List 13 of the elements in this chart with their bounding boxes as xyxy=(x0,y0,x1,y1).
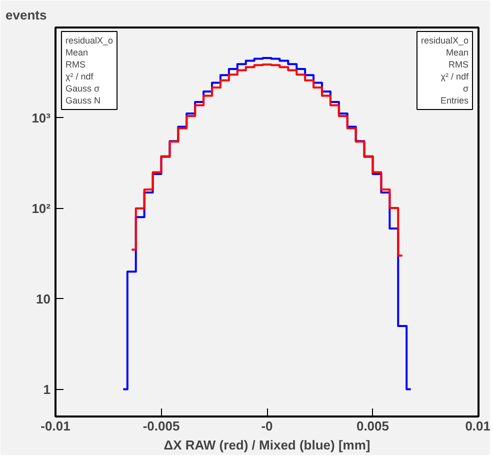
y-tick-label: 10³ xyxy=(32,110,52,126)
x-tick-label: -0 xyxy=(261,418,273,434)
y-axis-title: events xyxy=(6,8,47,22)
annotation: residualX_o Mean RMS χ² / ndf Gauss σ Gauss N xyxy=(66,36,114,106)
x-tick-label: 0.01 xyxy=(465,418,491,434)
x-tick-label: 0.005 xyxy=(356,418,390,434)
x-axis-title: ΔX RAW (red) / Mixed (blue) [mm] xyxy=(164,438,370,452)
x-tick-label: -0.005 xyxy=(142,418,180,434)
y-tick-label: 1 xyxy=(43,382,51,397)
x-tick-label: -0.01 xyxy=(40,418,70,434)
y-tick-label: 10² xyxy=(32,200,52,216)
annotation: residualX_o Mean RMS χ² / ndf σ Entries xyxy=(420,36,469,106)
y-tick-label: 10 xyxy=(36,291,51,306)
